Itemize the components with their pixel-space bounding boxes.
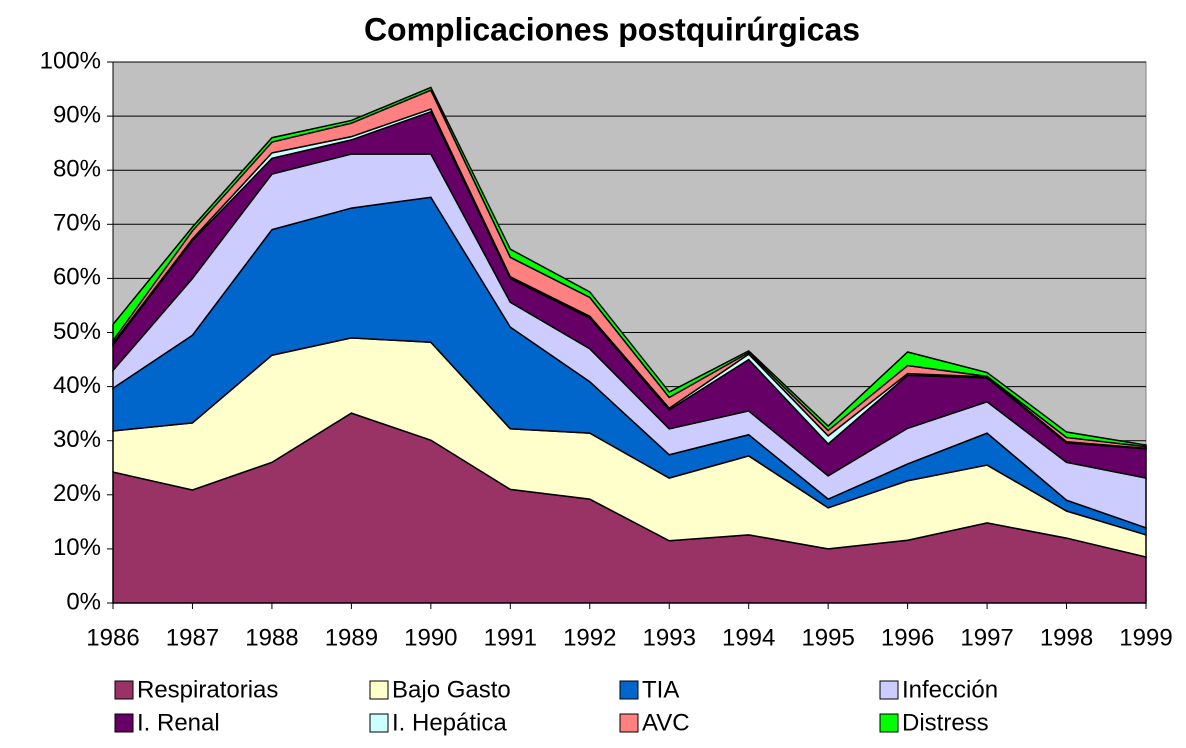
y-tick-label: 100% [40,47,101,74]
legend-swatch [114,713,134,733]
y-tick-label: 40% [53,372,101,399]
y-tick-label: 90% [53,101,101,128]
x-tick-label: 1998 [1040,624,1093,651]
legend-swatch [879,680,899,700]
x-tick-label: 1999 [1119,624,1172,651]
x-tick-label: 1987 [166,624,219,651]
legend-label: I. Hepática [392,709,507,736]
x-tick-label: 1991 [484,624,537,651]
x-tick-label: 1997 [960,624,1013,651]
x-tick-label: 1993 [643,624,696,651]
y-tick-label: 70% [53,210,101,237]
legend-swatch [879,713,899,733]
x-tick-label: 1986 [86,624,139,651]
legend-swatch [619,713,639,733]
legend-label: Distress [902,709,989,736]
x-tick-label: 1992 [563,624,616,651]
legend-swatch [619,680,639,700]
y-tick-label: 30% [53,426,101,453]
chart-title: Complicaciones postquirúrgicas [364,11,860,47]
legend-swatch [369,680,389,700]
legend-label: Bajo Gasto [392,676,511,703]
x-tick-label: 1994 [722,624,775,651]
x-tick-label: 1996 [881,624,934,651]
area [112,86,1147,448]
legend-swatch [369,713,389,733]
x-tick-label: 1995 [801,624,854,651]
legend-label: I. Renal [137,709,220,736]
y-tick-label: 50% [53,318,101,345]
legend-label: Infección [902,676,998,703]
legend-label: TIA [642,676,679,703]
x-tick-label: 1989 [325,624,378,651]
y-tick-label: 10% [53,534,101,561]
legend-label: AVC [642,709,690,736]
y-tick-label: 60% [53,264,101,291]
x-tick-label: 1988 [245,624,298,651]
y-tick-label: 80% [53,156,101,183]
y-tick-label: 0% [66,588,101,615]
y-tick-label: 20% [53,480,101,507]
x-tick-label: 1990 [404,624,457,651]
legend-label: Respiratorias [137,676,278,703]
legend-swatch [114,680,134,700]
